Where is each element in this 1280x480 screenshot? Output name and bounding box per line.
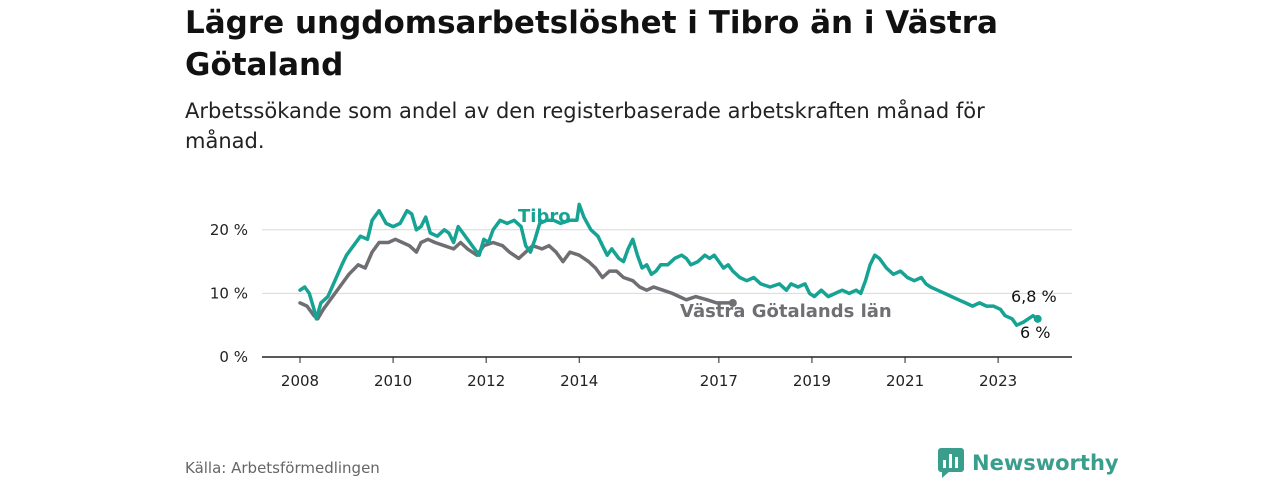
series-lines (298, 202, 1042, 327)
x-tick-label: 2014 (560, 372, 598, 390)
x-tick-label: 2008 (281, 372, 319, 390)
series-labels: Tibro Västra Götalands län 6,8 % 6 % (518, 206, 1057, 342)
newsworthy-logo: Newsworthy (938, 448, 1119, 478)
x-tick-label: 2023 (979, 372, 1017, 390)
y-tick-label: 20 % (210, 221, 248, 239)
x-tick-label: 2019 (793, 372, 831, 390)
y-tick-label: 0 % (219, 348, 248, 366)
series-line-vastra-gotaland (298, 237, 735, 321)
x-axis-ticks: 2008 2010 2012 2014 2017 2019 2021 2023 (281, 357, 1017, 390)
series-line-tibro (298, 202, 1040, 327)
newsworthy-logo-icon (938, 448, 964, 478)
end-label-tibro: 6 % (1020, 323, 1050, 342)
x-tick-label: 2010 (374, 372, 412, 390)
end-point-vastra-gotaland (728, 298, 737, 307)
end-label-vastra-gotaland: 6,8 % (1011, 287, 1057, 306)
source-note: Källa: Arbetsförmedlingen (185, 459, 380, 477)
chart-subtitle: Arbetssökande som andel av den registerb… (185, 99, 985, 153)
y-tick-label: 10 % (210, 284, 248, 302)
series-label-tibro: Tibro (518, 206, 571, 227)
x-tick-label: 2017 (700, 372, 738, 390)
chart-title: Lägre ungdomsarbetslöshet i Tibro än i V… (185, 5, 998, 83)
x-tick-label: 2021 (886, 372, 924, 390)
x-tick-label: 2012 (467, 372, 505, 390)
brand-name: Newsworthy (972, 451, 1119, 475)
y-axis-ticks: 0 % 10 % 20 % (210, 221, 248, 366)
series-label-vastra-gotaland: Västra Götalands län (680, 301, 892, 322)
end-point-tibro (1033, 314, 1042, 323)
